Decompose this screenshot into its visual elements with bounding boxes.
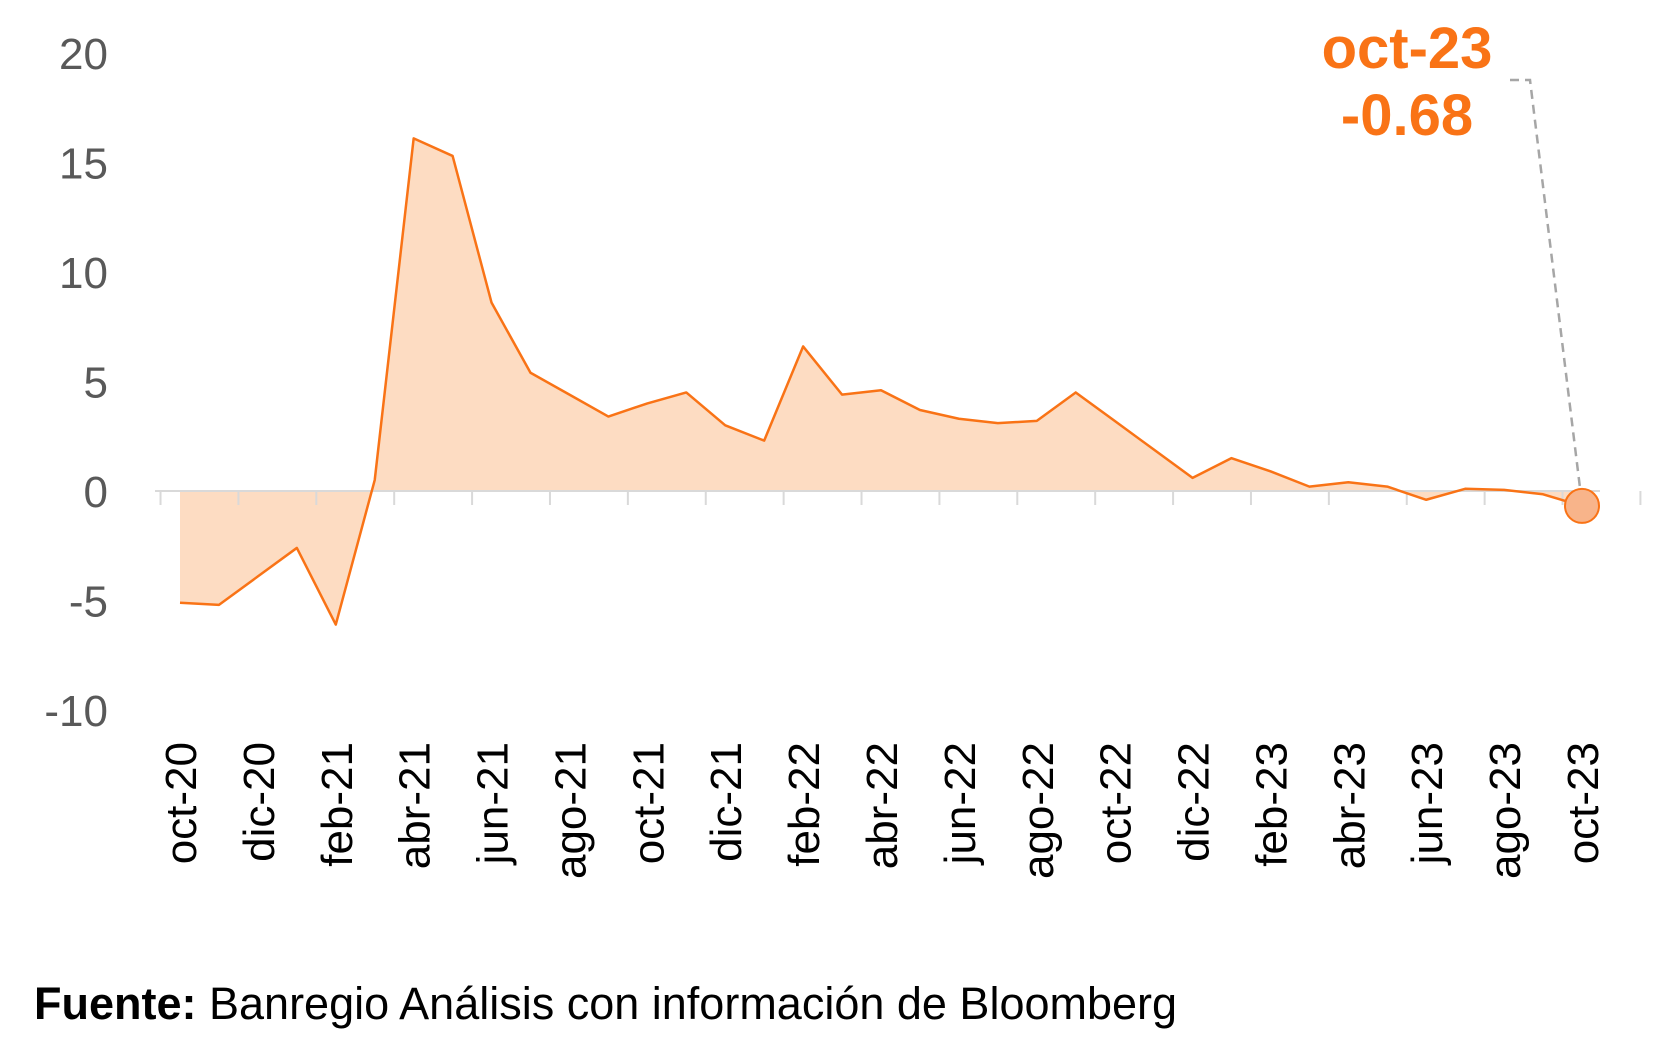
x-tick-label: jun-22 [936, 742, 985, 866]
source-note: Fuente: Banregio Análisis con informació… [34, 978, 1177, 1030]
x-axis-ticks: oct-20 dic-20 feb-21 abr-21 jun-21 ago-21 oct-… [157, 742, 1608, 879]
x-tick-label: abr-23 [1325, 742, 1374, 869]
y-tick-label: 10 [59, 249, 108, 298]
x-tick-label: dic-20 [235, 742, 284, 862]
x-tick-label: jun-21 [469, 742, 518, 866]
y-axis-ticks: -10 -5 0 5 10 15 20 [44, 30, 108, 736]
x-tick-label: abr-21 [391, 742, 440, 869]
x-tick-label: dic-21 [702, 742, 751, 862]
y-tick-label: 15 [59, 140, 108, 189]
callout-date-label: oct-23 [1322, 16, 1493, 81]
x-tick-label: ago-23 [1481, 742, 1530, 879]
y-tick-label: -5 [69, 578, 108, 627]
x-tick-label: jun-23 [1403, 742, 1452, 866]
callout-leader-line [1510, 78, 1582, 489]
x-tick-label: oct-21 [624, 742, 673, 864]
x-axis-tick-marks [159, 491, 1642, 505]
y-tick-label: 20 [59, 30, 108, 79]
highlight-marker [1564, 487, 1600, 524]
area-fill [180, 138, 1582, 625]
x-tick-label: ago-21 [546, 742, 595, 879]
x-tick-label: feb-21 [313, 742, 362, 867]
y-tick-label: 0 [84, 468, 108, 517]
x-tick-label: abr-22 [858, 742, 907, 869]
series-line [179, 137, 1583, 626]
x-tick-label: dic-22 [1170, 742, 1219, 862]
x-tick-label: oct-22 [1092, 742, 1141, 864]
y-tick-label: -10 [44, 687, 108, 736]
source-label: Fuente: [34, 978, 197, 1029]
y-tick-label: 5 [84, 359, 108, 408]
x-tick-label: feb-22 [780, 742, 829, 867]
x-tick-label: ago-22 [1014, 742, 1063, 879]
x-tick-label: oct-23 [1559, 742, 1608, 864]
x-tick-label: oct-20 [157, 742, 206, 864]
source-text: Banregio Análisis con información de Blo… [196, 978, 1178, 1029]
callout-value-label: -0.68 [1341, 83, 1473, 148]
x-tick-label: feb-23 [1247, 742, 1296, 867]
